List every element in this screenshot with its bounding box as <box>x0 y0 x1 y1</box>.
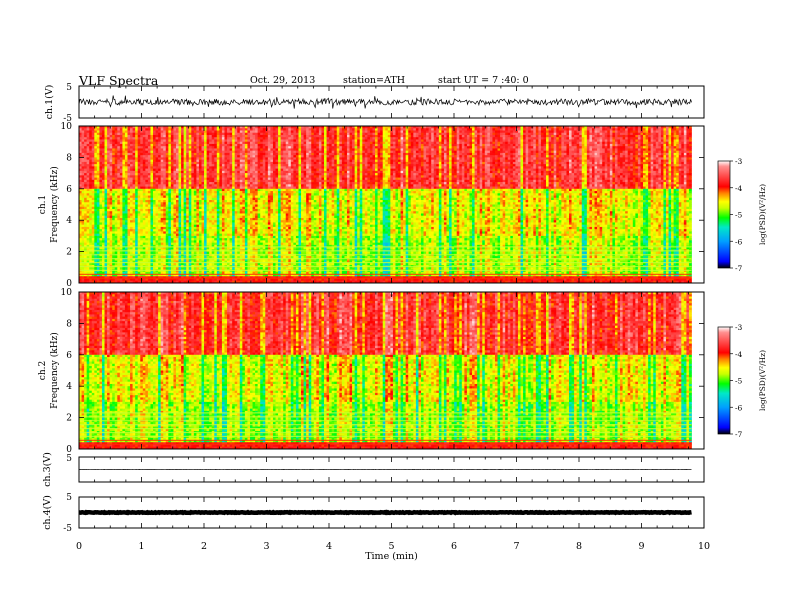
x-axis-label: Time (min) <box>365 551 418 562</box>
narrowband-line <box>79 270 692 271</box>
ch1-ytick-label: 5 <box>66 83 72 93</box>
ch2-ytick-label: 6 <box>66 351 72 361</box>
ch3-waveform-ylabel: ch.3(V) <box>42 452 53 487</box>
x-tick-label: 7 <box>513 541 519 552</box>
ch2-colorbar-tick-label: -7 <box>735 430 743 439</box>
ch2-colorbar-tick-label: -3 <box>735 323 743 332</box>
ch1-waveform-ylabel: ch.1(V) <box>44 85 55 120</box>
ch1-colorbar-label: log(PSD)(V²/Hz) <box>758 184 767 245</box>
x-tick-label: 4 <box>326 541 332 552</box>
narrowband-line <box>79 262 692 263</box>
ch2-ytick-label: 2 <box>66 414 72 424</box>
x-tick-label: 6 <box>451 541 457 552</box>
narrowband-line <box>79 246 692 247</box>
ch1-colorbar-tick-label: -5 <box>735 211 743 220</box>
ch2-colorbar-tick-label: -5 <box>735 377 743 386</box>
ch2-ytick-label: 8 <box>66 319 72 329</box>
ch2-colorbar-tick-label: -6 <box>735 403 743 412</box>
ch1-colorbar-tick-label: -6 <box>735 237 743 246</box>
ch1-ytick-label: 6 <box>66 185 72 195</box>
x-tick-label: 9 <box>638 541 644 552</box>
ch1-ytick-label: 8 <box>66 153 72 163</box>
narrowband-line <box>79 254 692 255</box>
x-tick-label: 10 <box>698 541 710 552</box>
ch1-colorbar-tick-label: -7 <box>735 264 743 273</box>
x-tick-label: 1 <box>138 541 144 552</box>
ch1-colorbar <box>718 161 730 268</box>
x-tick-label: 8 <box>576 541 582 552</box>
ch4-waveform-ylabel: ch.4(V) <box>42 495 53 530</box>
x-tick-label: 3 <box>263 541 269 552</box>
ch2-colorbar-label: log(PSD)(V²/Hz) <box>758 350 767 411</box>
ch2-ytick-label: 10 <box>61 288 73 298</box>
narrowband-line <box>79 424 692 425</box>
narrowband-line <box>79 444 692 445</box>
narrowband-line <box>79 428 692 429</box>
x-tick-label: 2 <box>201 541 207 552</box>
ch2-colorbar <box>718 327 730 434</box>
narrowband-line <box>79 250 692 251</box>
x-tick-label: 0 <box>76 541 82 552</box>
ch1-ytick-label: 4 <box>66 216 72 226</box>
ch4-ytick-label: -5 <box>63 524 72 534</box>
narrowband-line <box>79 266 692 267</box>
ch3-ytick-label: 5 <box>66 454 72 464</box>
narrowband-line <box>79 278 692 279</box>
ch1-ylabel-channel: ch.1 <box>38 195 48 214</box>
ch1-waveform-line <box>79 95 692 108</box>
ch4-waveform-line <box>79 512 692 513</box>
ch2-spectrogram-image <box>79 292 692 449</box>
ch1-ytick-label: 2 <box>66 248 72 258</box>
narrowband-line <box>79 432 692 433</box>
ch1-ytick-label: 10 <box>61 122 73 132</box>
narrowband-line <box>79 420 692 421</box>
ch1-ylabel-frequency: Frequency (kHz) <box>49 166 60 243</box>
ch1-colorbar-tick-label: -3 <box>735 157 743 166</box>
ch4-ytick-label: 5 <box>66 493 72 503</box>
ch2-colorbar-tick-label: -4 <box>735 350 743 359</box>
ch1-colorbar-tick-label: -4 <box>735 184 743 193</box>
ch2-ylabel-frequency: Frequency (kHz) <box>49 332 60 409</box>
ch2-ytick-label: 4 <box>66 382 72 392</box>
ch1-spectrogram-image <box>79 126 692 283</box>
narrowband-line <box>79 274 692 275</box>
ch2-ylabel-channel: ch.2 <box>38 361 48 380</box>
vlf-spectra-figure: 5-5ch.1(V)0246810ch.1 Frequency (kHz)-3-4… <box>0 0 792 612</box>
narrowband-line <box>79 258 692 259</box>
narrowband-line <box>79 412 692 413</box>
narrowband-line <box>79 436 692 437</box>
narrowband-line <box>79 440 692 441</box>
narrowband-line <box>79 416 692 417</box>
